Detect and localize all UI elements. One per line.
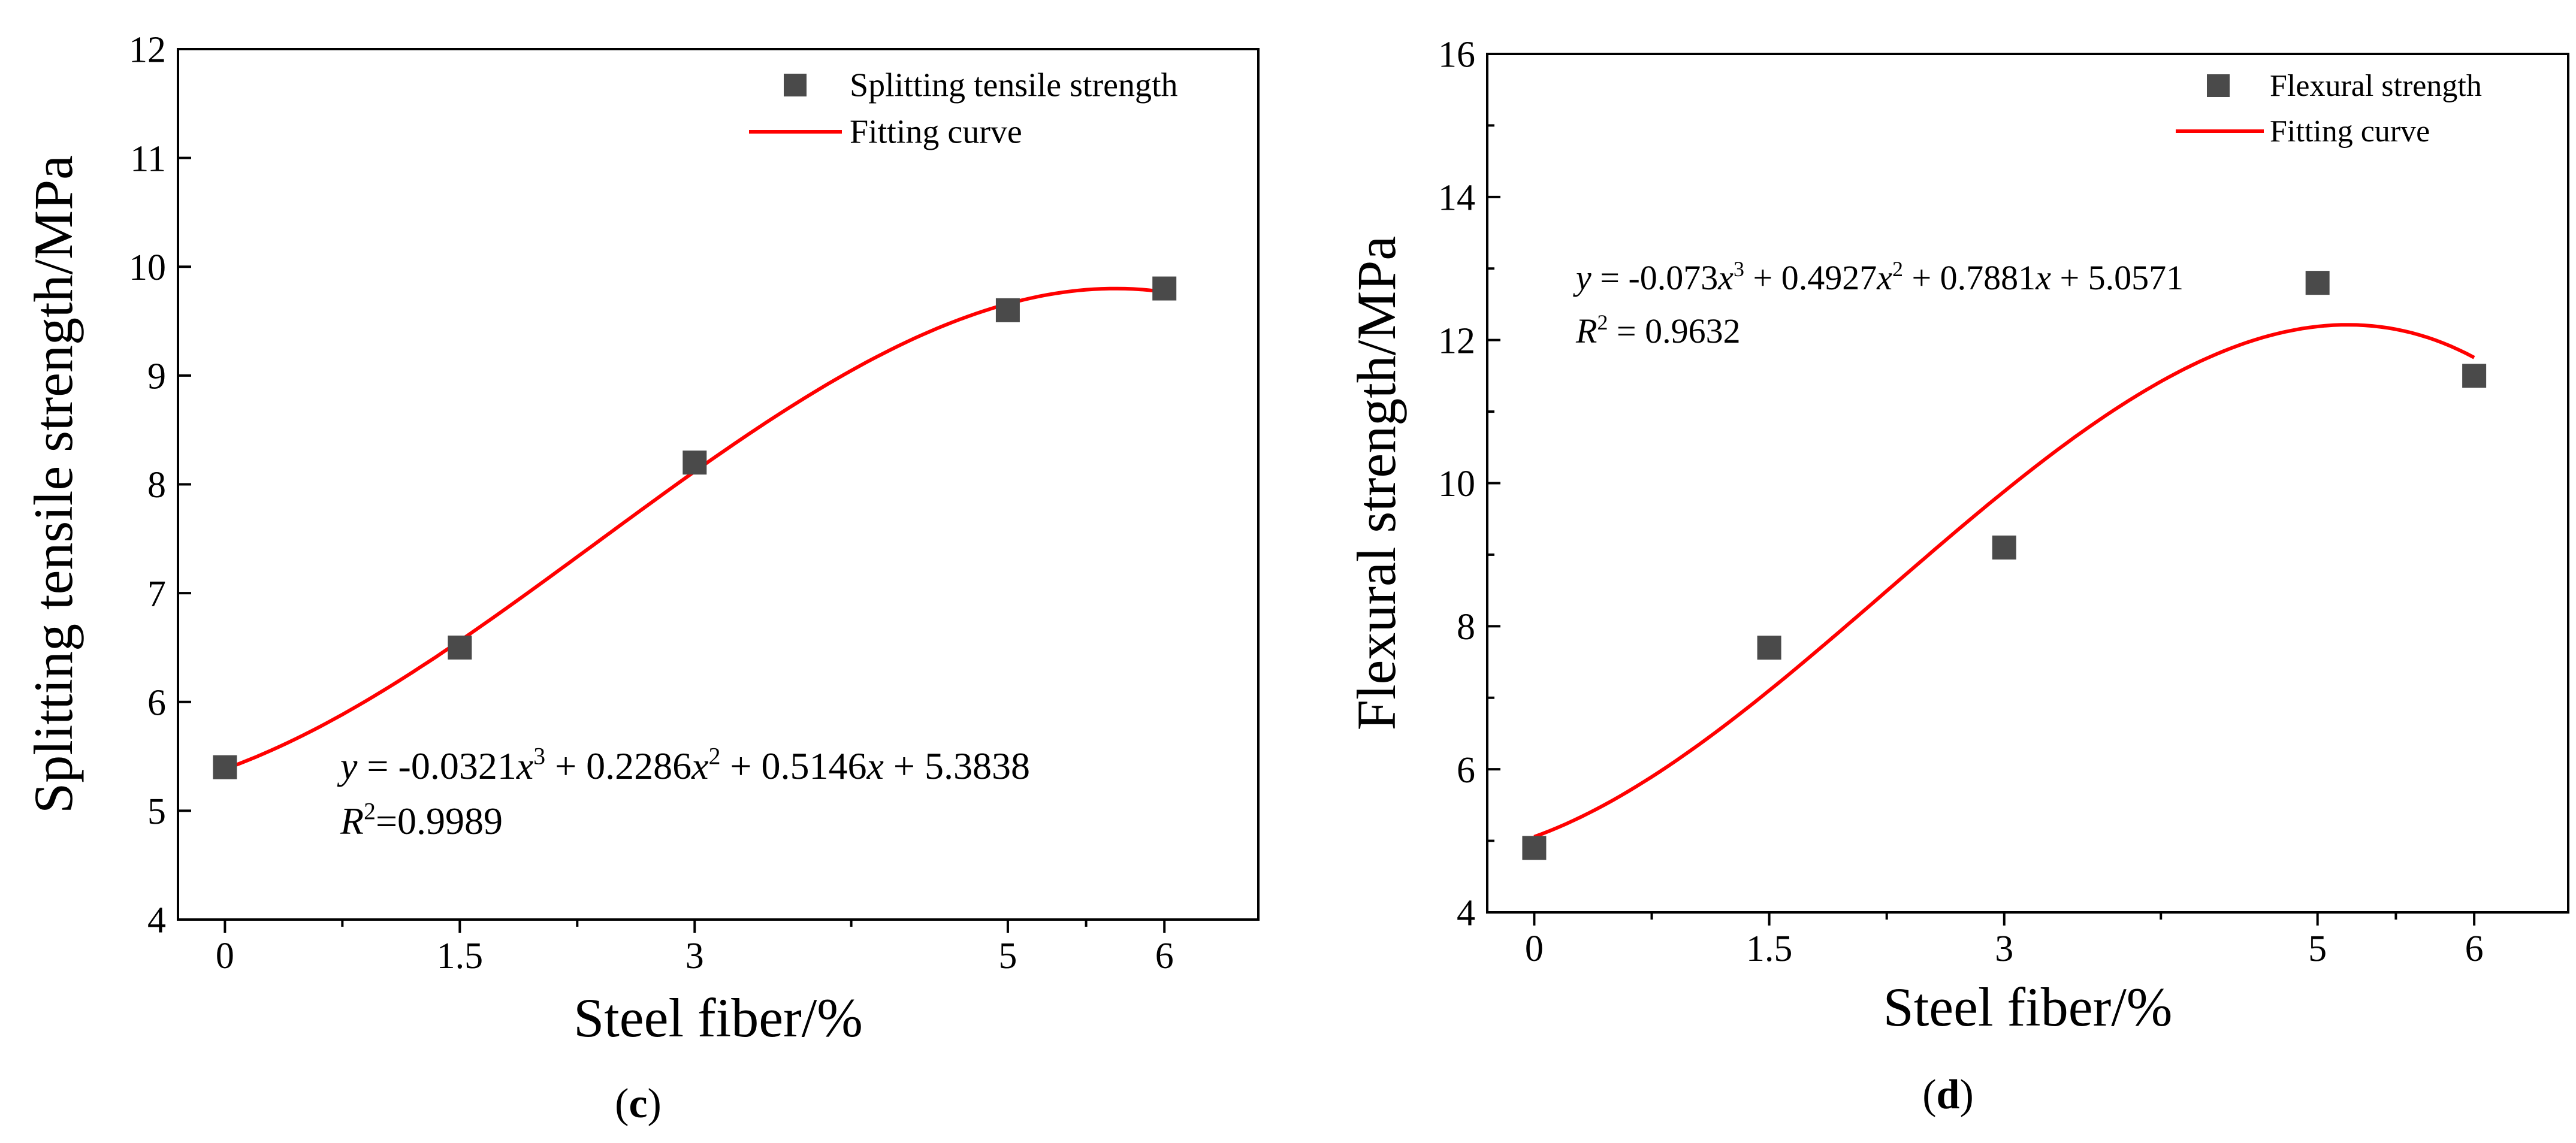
- y-tick-label: 5: [147, 791, 166, 832]
- panel-label-letter: d: [1937, 1072, 1960, 1118]
- eq-x-var: x: [1717, 258, 1734, 297]
- r-value: = 0.9632: [1608, 312, 1740, 350]
- x-tick-label: 3: [1995, 929, 2013, 969]
- eq-coef-1: = -0.073: [1591, 258, 1719, 297]
- r-squared-annotation: R2=0.9989: [340, 799, 503, 842]
- r-var: R: [1575, 312, 1597, 350]
- y-tick-label: 16: [1438, 35, 1475, 75]
- data-point: [2462, 364, 2487, 388]
- legend-label-points: Splitting tensile strength: [850, 66, 1178, 104]
- y-tick-label: 4: [1457, 893, 1475, 934]
- panel-label-letter: c: [629, 1081, 647, 1127]
- eq-constant: + 5.0571: [2051, 258, 2184, 297]
- x-tick-label: 5: [998, 936, 1017, 976]
- y-tick-label: 11: [130, 138, 166, 179]
- r-squared-annotation: R2 = 0.9632: [1575, 310, 1741, 350]
- equation-annotation: y = -0.0321x3 + 0.2286x2 + 0.5146x + 5.3…: [337, 743, 1030, 787]
- y-tick-label: 6: [147, 682, 166, 723]
- legend: Flexural strength Fitting curve: [2176, 69, 2482, 149]
- legend: Splitting tensile strength Fitting curve: [749, 66, 1178, 150]
- plot-frame: [177, 48, 1260, 921]
- y-axis-label: Splitting tensile strength/MPa: [23, 155, 84, 814]
- data-point: [682, 450, 707, 475]
- panel-label-close: ): [648, 1081, 662, 1127]
- data-point: [2305, 271, 2330, 295]
- panel-label-open: (: [615, 1081, 629, 1127]
- y-tick-label: 8: [147, 465, 166, 506]
- y-tick-label: 14: [1438, 178, 1475, 219]
- plot-frame: [1486, 53, 2569, 914]
- eq-x-var: x: [866, 745, 884, 787]
- data-point: [1522, 836, 1547, 860]
- r-var: R: [340, 800, 364, 842]
- chart-panel-c: 4 5 6 7 8 9 10 11 12 0 1.5 3 5 6 Steel fiber/% Splittin…: [23, 30, 1260, 1127]
- x-tick-label: 0: [1525, 929, 1544, 969]
- eq-coef-3: + 0.7881: [1903, 258, 2036, 297]
- y-tick-label: 6: [1457, 750, 1475, 791]
- chart-panel-d: 4 6 8 10 12 14 16 0 1.5 3 5 6 Steel fiber/% Flexural …: [1346, 35, 2569, 1118]
- y-tick-label: 9: [147, 356, 166, 397]
- data-point: [213, 755, 237, 779]
- eq-coef-2: + 0.2286: [545, 745, 691, 787]
- data-point: [1757, 636, 1781, 660]
- y-tick-label: 10: [129, 247, 166, 288]
- eq-exponent: 3: [533, 743, 545, 770]
- eq-exponent: 2: [1892, 257, 1903, 281]
- data-point: [1152, 276, 1177, 301]
- panel-label: (d): [1922, 1072, 1974, 1118]
- legend-label-fit: Fitting curve: [2270, 114, 2430, 149]
- panel-label: (c): [615, 1081, 662, 1127]
- eq-coef-1: = -0.0321: [357, 745, 516, 787]
- x-tick-label: 0: [216, 936, 234, 976]
- x-tick-label: 1.5: [437, 936, 484, 976]
- data-point: [448, 635, 472, 660]
- eq-constant: + 5.3838: [884, 745, 1030, 787]
- x-tick-label: 1.5: [1746, 929, 1793, 969]
- eq-exponent: 2: [709, 743, 721, 770]
- eq-x-var: x: [691, 745, 708, 787]
- r-exponent: 2: [1597, 310, 1608, 334]
- y-tick-label: 7: [147, 574, 166, 615]
- eq-exponent: 3: [1734, 257, 1744, 281]
- panel-label-open: (: [1922, 1072, 1936, 1118]
- legend-label-fit: Fitting curve: [850, 113, 1022, 150]
- eq-y-var: y: [337, 745, 358, 787]
- x-tick-label: 6: [2465, 929, 2484, 969]
- fitting-curve: [1533, 323, 2475, 839]
- eq-x-var: x: [1876, 258, 1892, 297]
- x-axis-label: Steel fiber/%: [1883, 976, 2173, 1038]
- y-axis-label: Flexural strength/MPa: [1346, 236, 1407, 730]
- legend-marker-points: [2207, 74, 2230, 97]
- x-tick-label: 6: [1155, 936, 1174, 976]
- legend-marker-points: [784, 74, 807, 96]
- data-point: [995, 298, 1020, 322]
- r-exponent: 2: [364, 799, 376, 825]
- x-axis-label: Steel fiber/%: [573, 987, 863, 1048]
- eq-coef-2: + 0.4927: [1744, 258, 1877, 297]
- panel-label-close: ): [1959, 1072, 1973, 1118]
- eq-x-var: x: [2035, 258, 2051, 297]
- y-tick-label: 4: [147, 900, 166, 941]
- fitting-curve: [224, 286, 1165, 771]
- data-point: [1992, 535, 2016, 560]
- r-value: =0.9989: [376, 800, 503, 842]
- eq-coef-3: + 0.5146: [720, 745, 866, 787]
- eq-y-var: y: [1573, 258, 1591, 297]
- y-tick-label: 12: [129, 30, 166, 71]
- equation-annotation: y = -0.073x3 + 0.4927x2 + 0.7881x + 5.05…: [1573, 257, 2184, 297]
- y-tick-label: 10: [1438, 464, 1475, 504]
- y-tick-label: 12: [1438, 320, 1475, 361]
- y-tick-label: 8: [1457, 607, 1475, 648]
- x-tick-label: 5: [2308, 929, 2327, 969]
- x-tick-label: 3: [685, 936, 704, 976]
- legend-label-points: Flexural strength: [2270, 69, 2482, 103]
- eq-x-var: x: [516, 745, 533, 787]
